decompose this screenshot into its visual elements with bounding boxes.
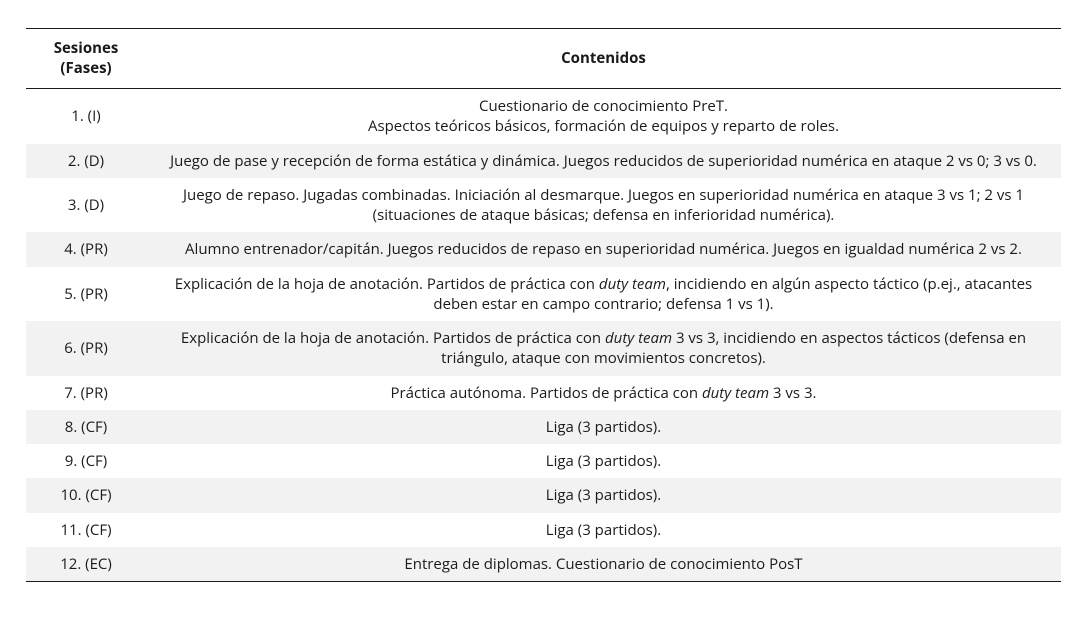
- header-sessions: Sesiones(Fases): [26, 29, 146, 89]
- content-cell: Liga (3 partidos).: [146, 410, 1061, 444]
- table-row: 8. (CF) Liga (3 partidos).: [26, 410, 1061, 444]
- content-cell: Liga (3 partidos).: [146, 444, 1061, 478]
- content-segment: Liga (3 partidos).: [546, 417, 661, 437]
- session-cell: 5. (PR): [26, 267, 146, 322]
- table-row: 11. (CF) Liga (3 partidos).: [26, 513, 1061, 547]
- session-label: 3. (D): [68, 195, 104, 215]
- session-label: 7. (PR): [64, 383, 108, 403]
- session-cell: 9. (CF): [26, 444, 146, 478]
- session-cell: 4. (PR): [26, 232, 146, 266]
- content-segment: Cuestionario de conocimiento PreT.: [479, 96, 728, 116]
- content-segment: Juego de pase y recepción de forma estát…: [170, 151, 1037, 171]
- content-segment: Alumno entrenador/capitán. Juegos reduci…: [185, 239, 1022, 259]
- content-italic-segment: duty team: [605, 328, 672, 348]
- session-label: 11. (CF): [60, 520, 111, 540]
- session-label: 1. (I): [71, 106, 100, 126]
- content-italic-segment: duty team: [599, 274, 666, 294]
- session-label: 8. (CF): [65, 417, 107, 437]
- content-segment: Explicación de la hoja de anotación. Par…: [181, 328, 605, 348]
- session-cell: 11. (CF): [26, 513, 146, 547]
- session-cell: 2. (D): [26, 144, 146, 178]
- table-row: 10. (CF) Liga (3 partidos).: [26, 478, 1061, 512]
- session-cell: 10. (CF): [26, 478, 146, 512]
- session-cell: 7. (PR): [26, 376, 146, 410]
- table-row: 5. (PR) Explicación de la hoja de anotaci…: [26, 267, 1061, 322]
- table-row: 7. (PR) Práctica autónoma. Partidos de pr…: [26, 376, 1061, 410]
- content-segment: 3 vs 3.: [769, 383, 816, 403]
- session-cell: 3. (D): [26, 178, 146, 233]
- content-cell: Explicación de la hoja de anotación. Par…: [146, 321, 1061, 376]
- content-cell: Juego de pase y recepción de forma estát…: [146, 144, 1061, 178]
- session-label: 9. (CF): [65, 451, 107, 471]
- table-row: 12. (EC) Entrega de diplomas. Cuestionari…: [26, 547, 1061, 582]
- content-segment: Liga (3 partidos).: [546, 485, 661, 505]
- sessions-table: Sesiones(Fases) Contenidos 1. (I) Cuestio…: [26, 28, 1061, 582]
- table-row: 2. (D) Juego de pase y recepción de forma…: [26, 144, 1061, 178]
- content-segment: Aspectos teóricos básicos, formación de …: [368, 116, 839, 136]
- content-cell: Entrega de diplomas. Cuestionario de con…: [146, 547, 1061, 582]
- session-label: 12. (EC): [60, 554, 112, 574]
- content-segment: Práctica autónoma. Partidos de práctica …: [391, 383, 702, 403]
- table-row: 1. (I) Cuestionario de conocimiento PreT.…: [26, 89, 1061, 144]
- content-segment: Liga (3 partidos).: [546, 520, 661, 540]
- session-cell: 6. (PR): [26, 321, 146, 376]
- content-segment: Entrega de diplomas. Cuestionario de con…: [404, 554, 802, 574]
- table-body: 1. (I) Cuestionario de conocimiento PreT.…: [26, 89, 1061, 582]
- header-sessions-label: Sesiones(Fases): [54, 38, 119, 78]
- session-label: 5. (PR): [64, 284, 108, 304]
- session-cell: 12. (EC): [26, 547, 146, 582]
- content-cell: Liga (3 partidos).: [146, 513, 1061, 547]
- table-header-row: Sesiones(Fases) Contenidos: [26, 29, 1061, 89]
- table-row: 3. (D) Juego de repaso. Jugadas combinada…: [26, 178, 1061, 233]
- content-cell: Juego de repaso. Jugadas combinadas. Ini…: [146, 178, 1061, 233]
- table-row: 6. (PR) Explicación de la hoja de anotaci…: [26, 321, 1061, 376]
- header-contents: Contenidos: [146, 29, 1061, 89]
- content-segment: Juego de repaso. Jugadas combinadas. Ini…: [183, 185, 1024, 225]
- table-row: 4. (PR) Alumno entrenador/capitán. Juegos…: [26, 232, 1061, 266]
- session-cell: 1. (I): [26, 89, 146, 144]
- content-cell: Práctica autónoma. Partidos de práctica …: [146, 376, 1061, 410]
- session-label: 10. (CF): [60, 485, 111, 505]
- session-label: 4. (PR): [64, 239, 108, 259]
- table-row: 9. (CF) Liga (3 partidos).: [26, 444, 1061, 478]
- content-cell: Alumno entrenador/capitán. Juegos reduci…: [146, 232, 1061, 266]
- content-cell: Explicación de la hoja de anotación. Par…: [146, 267, 1061, 322]
- content-segment: Liga (3 partidos).: [546, 451, 661, 471]
- session-cell: 8. (CF): [26, 410, 146, 444]
- session-label: 6. (PR): [64, 338, 108, 358]
- content-cell: Cuestionario de conocimiento PreT.Aspect…: [146, 89, 1061, 144]
- session-label: 2. (D): [68, 151, 104, 171]
- header-contents-label: Contenidos: [561, 48, 646, 68]
- content-cell: Liga (3 partidos).: [146, 478, 1061, 512]
- content-italic-segment: duty team: [702, 383, 769, 403]
- content-segment: Explicación de la hoja de anotación. Par…: [175, 274, 599, 294]
